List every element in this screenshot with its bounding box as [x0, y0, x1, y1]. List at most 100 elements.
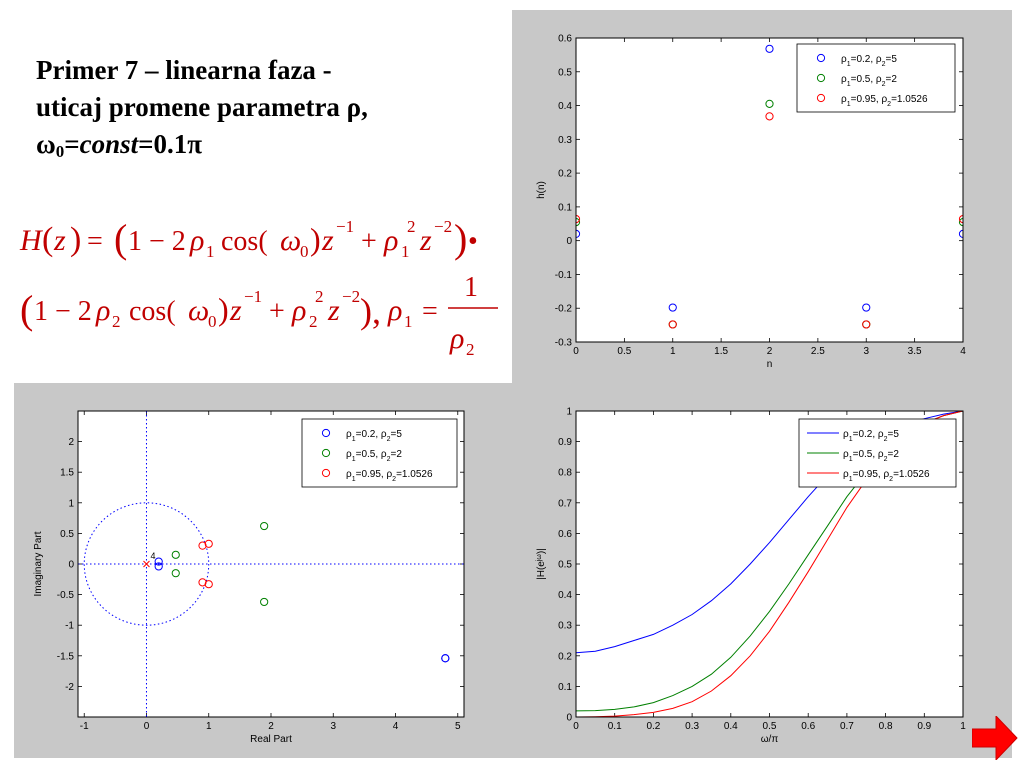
x-tick-label: 0	[144, 721, 150, 732]
formula-paren: )	[70, 221, 81, 258]
plot-frame	[77, 410, 465, 718]
x-tick-label: 0.8	[879, 721, 893, 732]
data-point	[441, 654, 450, 663]
x-tick-label: 0.6	[801, 721, 815, 732]
x-tick-label: 4	[960, 346, 966, 357]
magnitude-response-chart: 0 0.1 0.2 0.3 0.4 0.5 0.6 0.7 0.8 0.9 1 0 0.1 0.2 0.3 0…	[512, 383, 1012, 758]
x-tick-label: 5	[455, 721, 461, 732]
legend-label: ρ1=0.95, ρ2=1.0526	[841, 94, 928, 108]
data-point	[198, 541, 207, 550]
formula-cos: cos(	[122, 296, 176, 327]
right-arrow-icon	[971, 714, 1018, 762]
title-const: const	[79, 129, 139, 159]
formula-text: 1 − 2	[128, 226, 186, 257]
data-point	[204, 580, 213, 589]
legend-label: ρ1=0.5, ρ2=2	[843, 449, 899, 463]
legend-label: ρ1=0.95, ρ2=1.0526	[843, 469, 930, 483]
impulse-response-svg: 0 0.5 1 1.5 2 2.5 3 3.5 4 -0.3 -0.2 -0.1 0 0.1 0.2 0.3 0…	[536, 34, 966, 371]
next-slide-button[interactable]	[971, 714, 1018, 765]
y-tick-label: -0.2	[555, 304, 573, 315]
data-point	[862, 303, 871, 312]
formula-rho: ρ	[383, 224, 398, 257]
formula-rho: ρ	[95, 294, 110, 327]
formula-bullet: •	[468, 226, 478, 257]
formula-cos: cos(	[214, 226, 268, 257]
data-point	[198, 578, 207, 587]
impulse-response-chart: 0 0.5 1 1.5 2 2.5 3 3.5 4 -0.3 -0.2 -0.1 0 0.1 0.2 0.3 0…	[512, 10, 1012, 384]
formula-sup: −1	[244, 287, 262, 306]
y-tick-label: 0.3	[558, 135, 572, 146]
unit-circle	[83, 502, 210, 626]
formula-numerator: 1	[464, 272, 478, 303]
formula-sup: −2	[434, 217, 452, 236]
formula-paren: ),	[360, 291, 381, 331]
formula-H: H	[19, 224, 44, 257]
y-tick-label: 0.1	[558, 682, 572, 693]
y-axis-label: |H(ejω)|	[536, 548, 548, 580]
formula-sup: −1	[336, 217, 354, 236]
formula-paren: (	[114, 216, 127, 261]
y-tick-label: 1	[68, 498, 74, 509]
x-tick-label: 0.1	[608, 721, 622, 732]
formula-z: z	[321, 224, 334, 257]
x-tick-label: -1	[80, 721, 89, 732]
legend-swatch	[816, 53, 826, 63]
data-point	[154, 557, 163, 566]
title-omega-sub: 0	[55, 142, 65, 161]
y-tick-label: 0	[566, 713, 572, 724]
legend-swatch	[816, 93, 826, 103]
formula-paren: )	[218, 291, 229, 327]
y-tick-label: -2	[65, 682, 74, 693]
x-tick-label: 4	[393, 721, 399, 732]
x-tick-label: 0	[573, 721, 579, 732]
formula-equals: =	[422, 296, 438, 327]
x-axis-label: n	[767, 359, 773, 370]
x-tick-label: 0.9	[917, 721, 931, 732]
data-point	[171, 550, 180, 559]
y-tick-label: -0.1	[555, 270, 573, 281]
x-tick-label: 0.3	[685, 721, 699, 732]
formula-sub: 0	[300, 242, 309, 261]
slide-title: Primer 7 – linearna faza - uticaj promen…	[36, 52, 506, 163]
formula-text: 1 − 2	[34, 296, 92, 327]
y-tick-label: 0.7	[558, 498, 572, 509]
data-point	[765, 44, 774, 53]
formula-rho: ρ	[449, 322, 464, 355]
formula-svg: H ( z ) = ( 1 − 2 ρ 1 cos( ω 0 ) z −1 + …	[19, 216, 498, 359]
formula-z: z	[327, 294, 340, 327]
x-tick-label: 1	[960, 721, 966, 732]
y-tick-label: -1	[65, 621, 74, 632]
y-tick-label: 0	[566, 236, 572, 247]
data-point	[260, 521, 269, 531]
legend-label: ρ1=0.2, ρ2=5	[346, 429, 402, 443]
formula-rho: ρ	[387, 294, 402, 327]
y-tick-label: 0.6	[558, 34, 572, 45]
data-point	[171, 569, 180, 578]
y-tick-label: 1	[566, 407, 572, 418]
y-tick-label: -1.5	[57, 651, 75, 662]
y-tick-label: 0.5	[60, 529, 74, 540]
data-point	[260, 597, 269, 607]
x-tick-label: 3.5	[908, 346, 922, 357]
title-line-3: ω0=const=0.1π	[36, 126, 506, 163]
title-value: =0.1π	[138, 129, 203, 159]
formula-sub: 2	[466, 340, 475, 359]
legend-box	[301, 418, 458, 488]
plot-frame	[575, 37, 964, 343]
formula-sub: 2	[112, 312, 121, 331]
formula-plus: +	[354, 226, 384, 257]
formula-sup: 2	[407, 217, 416, 236]
formula-rho: ρ	[189, 224, 204, 257]
data-point	[765, 112, 774, 121]
pole-zero-chart: -1 0 1 2 3 4 5 -2 -1.5 -1 -0.5 0 0.5 1 1.5 2 4 Real Part I…	[14, 383, 512, 758]
y-tick-label: -0.5	[57, 590, 75, 601]
formula-paren: (	[20, 287, 33, 332]
formula-sub: 1	[401, 242, 410, 261]
x-tick-label: 0.5	[763, 721, 777, 732]
x-tick-label: 0.7	[840, 721, 854, 732]
x-tick-label: 2.5	[811, 346, 825, 357]
y-tick-label: 2	[68, 437, 74, 448]
formula-z: z	[419, 224, 432, 257]
y-tick-label: 0.2	[558, 169, 572, 180]
formula-sub: 0	[208, 312, 217, 331]
